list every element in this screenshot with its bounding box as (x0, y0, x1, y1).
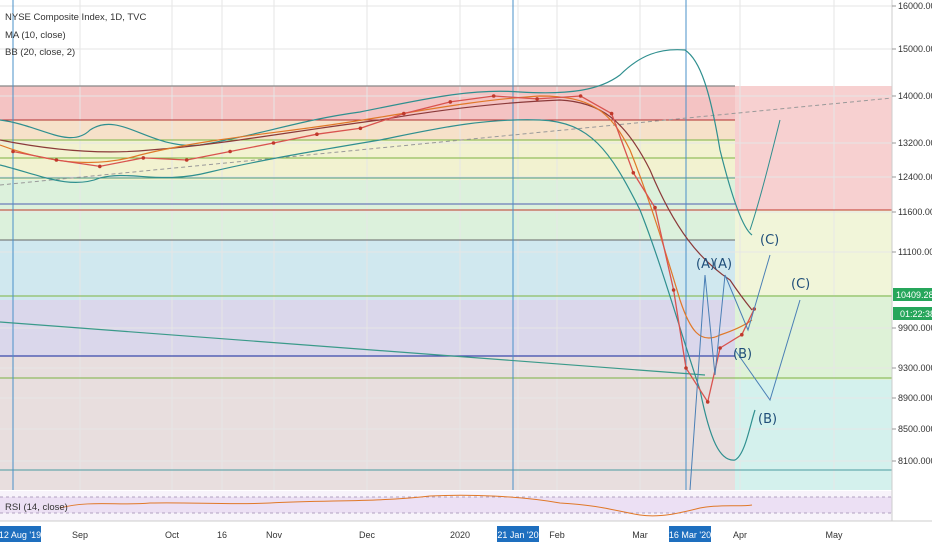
countdown-tag (893, 307, 932, 320)
countdown-label: 01:22:38 (900, 309, 932, 319)
y-tick-label: 9300.000 (898, 363, 932, 373)
price-point (315, 132, 319, 136)
bollinger-bands (0, 49, 781, 461)
price-point (740, 332, 744, 337)
price-point (141, 156, 146, 160)
price-point (358, 126, 363, 131)
y-tick-label: 11100.000 (898, 247, 932, 257)
x-axis-background (0, 522, 932, 550)
wave-label: (C) (760, 233, 779, 248)
rsi-band (0, 497, 892, 513)
indicator-bb-label: BB (20, close, 2) (5, 47, 75, 58)
price-point (271, 141, 276, 145)
x-axis: 12 Aug '19 Sep Oct 16 Nov Dec 2020 21 Jan '20 Fe… (0, 522, 932, 550)
x-tick-highlight (669, 526, 711, 542)
y-tick-label: 14000.000 (898, 91, 932, 101)
price-point (671, 288, 676, 292)
last-price-label: 10409.280 (896, 290, 932, 300)
trend-line-down (0, 321, 706, 376)
projection-band (735, 86, 892, 210)
x-tick-label: Oct (165, 530, 180, 540)
price-point (448, 100, 453, 104)
trend-lines (0, 97, 893, 376)
y-tick-label: 16000.000 (898, 1, 932, 11)
x-tick-label: Feb (549, 530, 565, 540)
price-point (491, 94, 496, 98)
wave-label: (A) (713, 257, 732, 272)
bb-upper (0, 49, 753, 236)
bb-lower (0, 119, 756, 461)
x-tick-label: Nov (266, 530, 283, 540)
wave-label: (C) (791, 277, 810, 292)
wave-path-current (689, 254, 771, 491)
x-tick-label: May (825, 530, 843, 540)
x-tick-label: 12 Aug '19 (0, 530, 41, 540)
price-point (684, 366, 688, 370)
projection-band (735, 380, 892, 490)
y-tick-label: 12400.000 (898, 172, 932, 182)
ma-slow (0, 99, 753, 311)
x-tick-label: Dec (359, 530, 376, 540)
y-tick-label: 8900.000 (898, 393, 932, 403)
wave-projection: (A)(A) (B) (C) (C) (B) (689, 233, 810, 491)
y-axis: 16000.000 15000.000 14000.000 13200.000 1240… (891, 0, 932, 521)
y-tick-label: 11600.000 (898, 207, 932, 217)
price-series (11, 94, 756, 404)
trend-line-dashed (0, 97, 893, 186)
price-point (609, 111, 614, 116)
price-point (578, 94, 583, 98)
projection-band (735, 295, 892, 380)
x-tick-highlight (0, 526, 41, 542)
y-tick-label: 13200.000 (898, 138, 932, 148)
vertical-markers (12, 0, 687, 490)
price-point (705, 400, 710, 404)
level-lines (0, 85, 892, 471)
y-tick-label: 15000.000 (898, 44, 932, 54)
y-tick-label: 9900.000 (898, 323, 932, 333)
x-tick-label: 21 Jan '20 (497, 530, 538, 540)
rsi-label: RSI (14, close) (5, 502, 68, 513)
x-tick-label: 16 Mar '20 (669, 530, 711, 540)
rsi-panel (0, 491, 932, 522)
indicator-ma-label: MA (10, close) (5, 30, 66, 41)
price-point (718, 346, 722, 350)
rsi-line (59, 494, 753, 517)
price-point (11, 149, 15, 154)
last-price-tag (893, 288, 932, 301)
price-point (631, 171, 636, 175)
y-tick-label: 8100.000 (898, 456, 932, 466)
price-point (184, 158, 189, 162)
x-tick-label: Sep (72, 530, 88, 540)
x-tick-label: 16 (217, 530, 227, 540)
price-point (228, 149, 232, 154)
wave-label: (B) (758, 412, 777, 427)
x-tick-label: Apr (733, 530, 747, 540)
wave-label: (B) (733, 347, 752, 362)
price-point (98, 164, 102, 169)
wave-label: (A) (696, 257, 715, 272)
x-tick-highlight (497, 526, 539, 542)
price-point (54, 158, 59, 162)
x-tick-label: Mar (632, 530, 648, 540)
x-tick-label: 2020 (450, 530, 470, 540)
price-point (535, 97, 539, 101)
chart-title: NYSE Composite Index, 1D, TVC (5, 12, 146, 23)
price-point (653, 205, 657, 210)
y-tick-label: 8500.000 (898, 424, 932, 434)
price-point (402, 111, 406, 116)
ma-fast (0, 95, 753, 339)
bb-upper-tail (749, 119, 781, 231)
wave-path-projection (734, 299, 801, 402)
moving-averages (0, 95, 753, 339)
